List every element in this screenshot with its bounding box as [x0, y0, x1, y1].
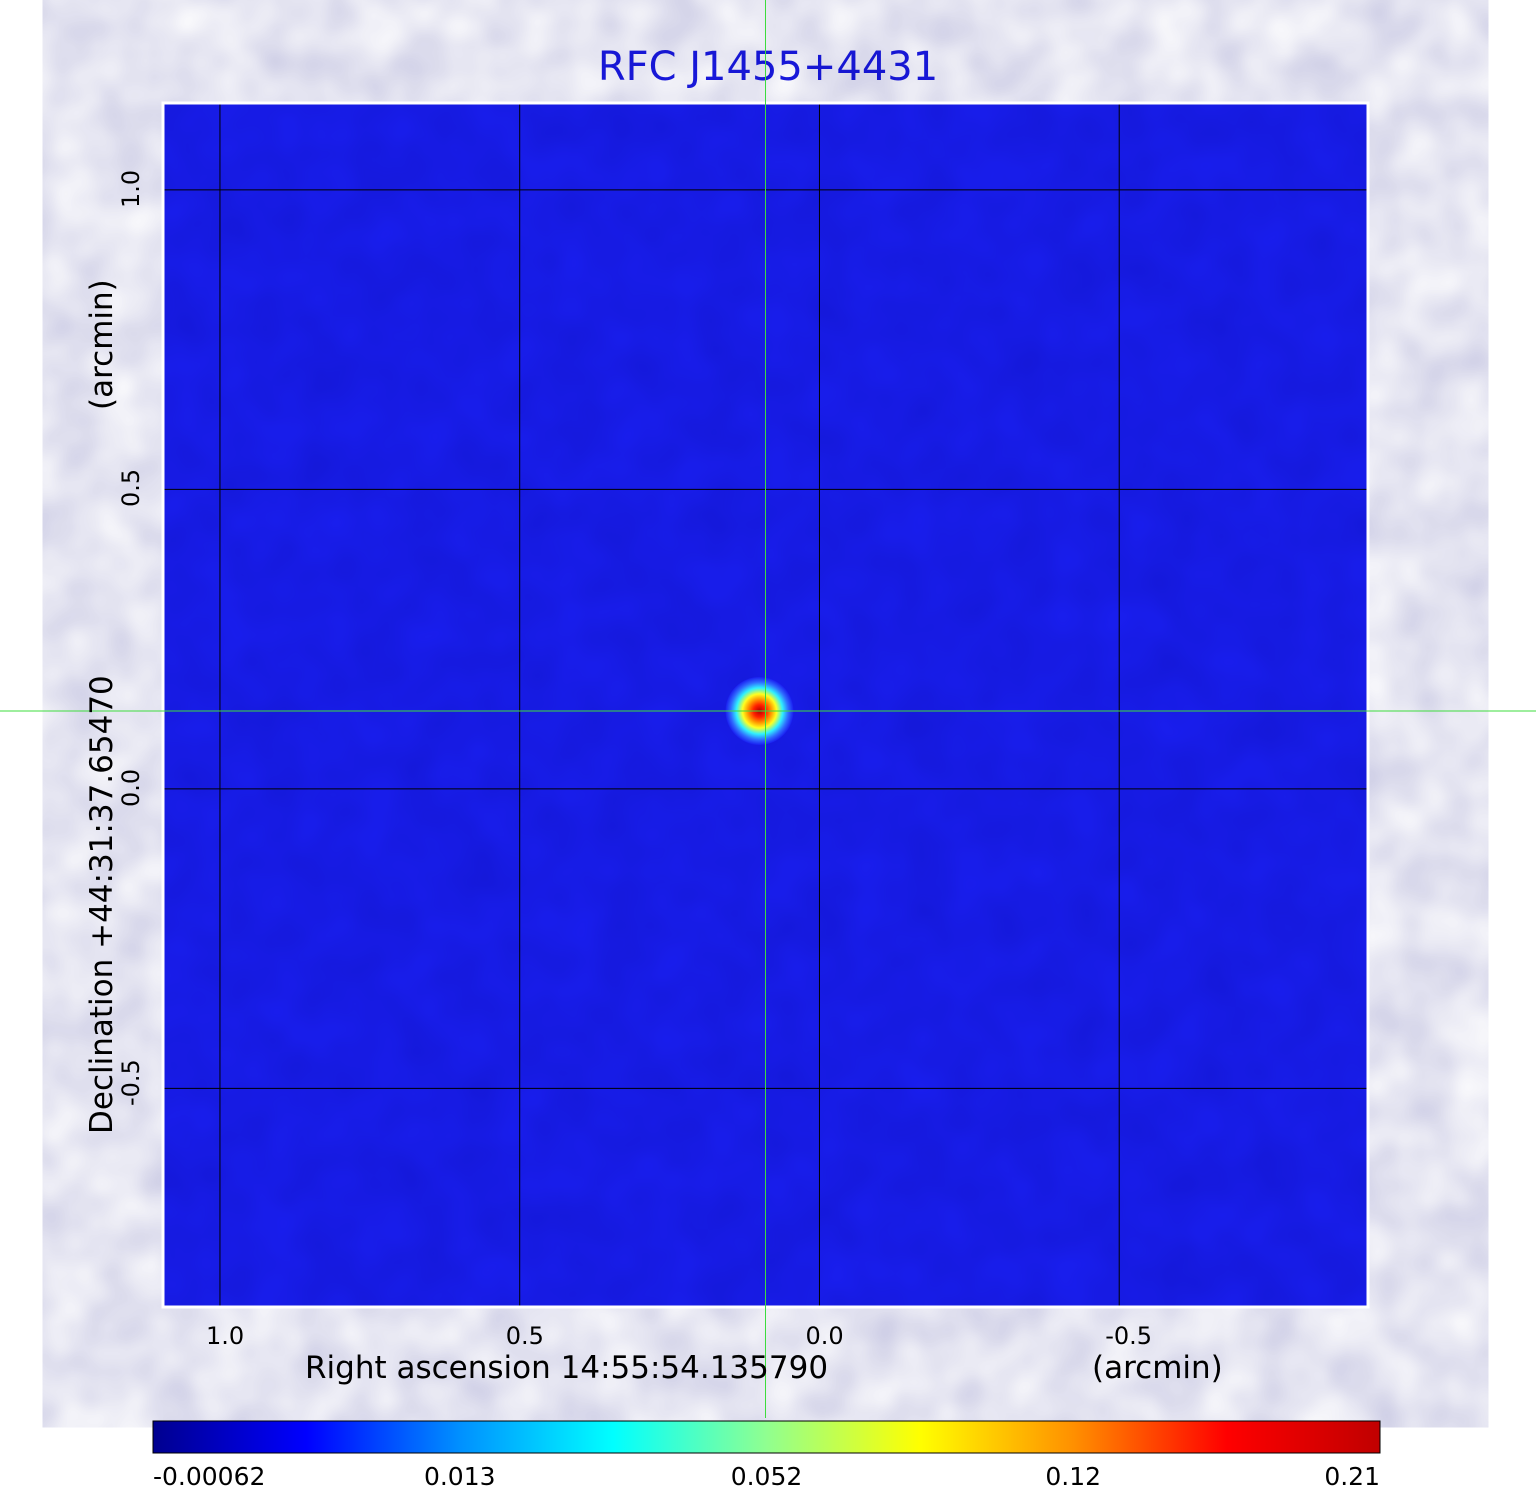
x-tick-label: 0.0 [805, 1322, 844, 1350]
x-axis-unit: (arcmin) [1092, 1350, 1223, 1386]
y-tick-label: -0.5 [117, 1059, 145, 1107]
colorbar [152, 1420, 1381, 1454]
colorbar-tick-label: 0.052 [730, 1462, 803, 1491]
colorbar-tick-label: 0.12 [1045, 1462, 1102, 1491]
y-tick-label: 1.0 [117, 169, 145, 208]
y-tick-label: 0.0 [117, 768, 145, 807]
colorbar-tick-label: 0.21 [1324, 1462, 1380, 1491]
colorbar-tick-label: -0.00062 [153, 1462, 266, 1491]
x-tick-label: 1.0 [205, 1322, 245, 1350]
x-tick-label: 0.5 [505, 1322, 544, 1350]
chart-title: RFC J1455+4431 [597, 44, 939, 90]
y-axis-unit: (arcmin) [84, 279, 120, 410]
y-axis-label: Declination +44:31:37.65470 [84, 675, 120, 1134]
y-tick-label: 0.5 [117, 469, 145, 508]
x-axis-label: Right ascension 14:55:54.135790 [305, 1350, 829, 1386]
x-tick-label: -0.5 [1105, 1322, 1153, 1350]
colorbar-tick-label: 0.013 [423, 1462, 496, 1491]
